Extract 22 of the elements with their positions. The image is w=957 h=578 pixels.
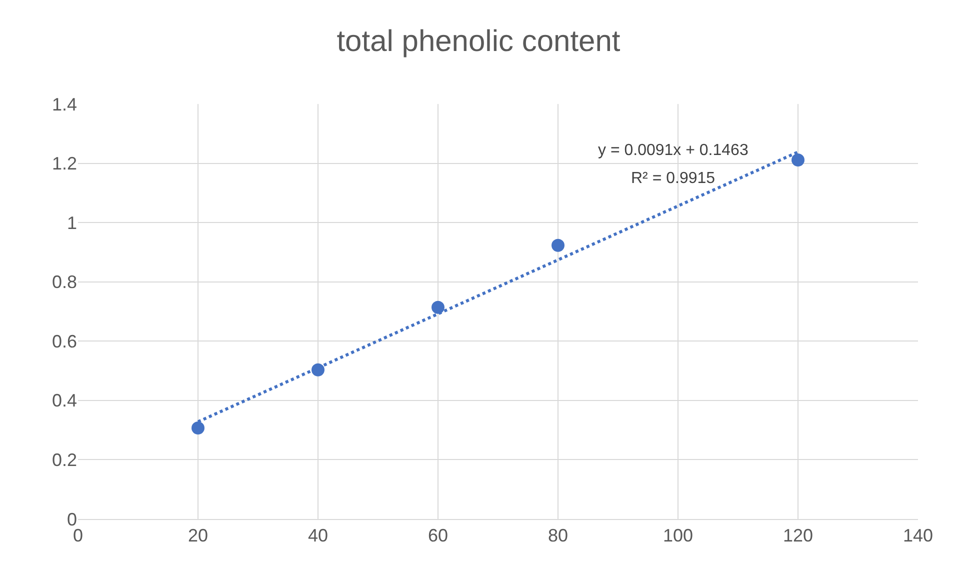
annotation: R² = 0.9915 [631, 170, 716, 187]
x-tick-label: 100 [662, 526, 694, 546]
annotation: y = 0.0091x + 0.1463 [598, 142, 748, 159]
x-tick-label: 120 [782, 526, 814, 546]
y-tick-label: 0.4 [52, 390, 77, 411]
y-tick-label: 0.2 [52, 450, 77, 470]
x-tick-label: 20 [188, 526, 208, 546]
chart-title: total phenolic content [336, 24, 621, 58]
y-tick-label: 1.4 [52, 94, 77, 114]
y-tick-label: 0.8 [52, 272, 77, 292]
point [192, 422, 204, 434]
y-tick-label: 0 [66, 509, 77, 530]
x-tick-label: 60 [428, 526, 448, 546]
point [432, 300, 444, 314]
point [792, 154, 804, 167]
x-tick-label: 80 [548, 526, 568, 546]
y-tick-label: 0.6 [52, 331, 77, 352]
point [552, 238, 564, 252]
y-tick-label: 1.2 [52, 154, 77, 174]
y-tick-label: 1 [66, 212, 77, 233]
x-tick-label: 40 [308, 526, 328, 546]
x-tick-label: 140 [902, 526, 934, 546]
